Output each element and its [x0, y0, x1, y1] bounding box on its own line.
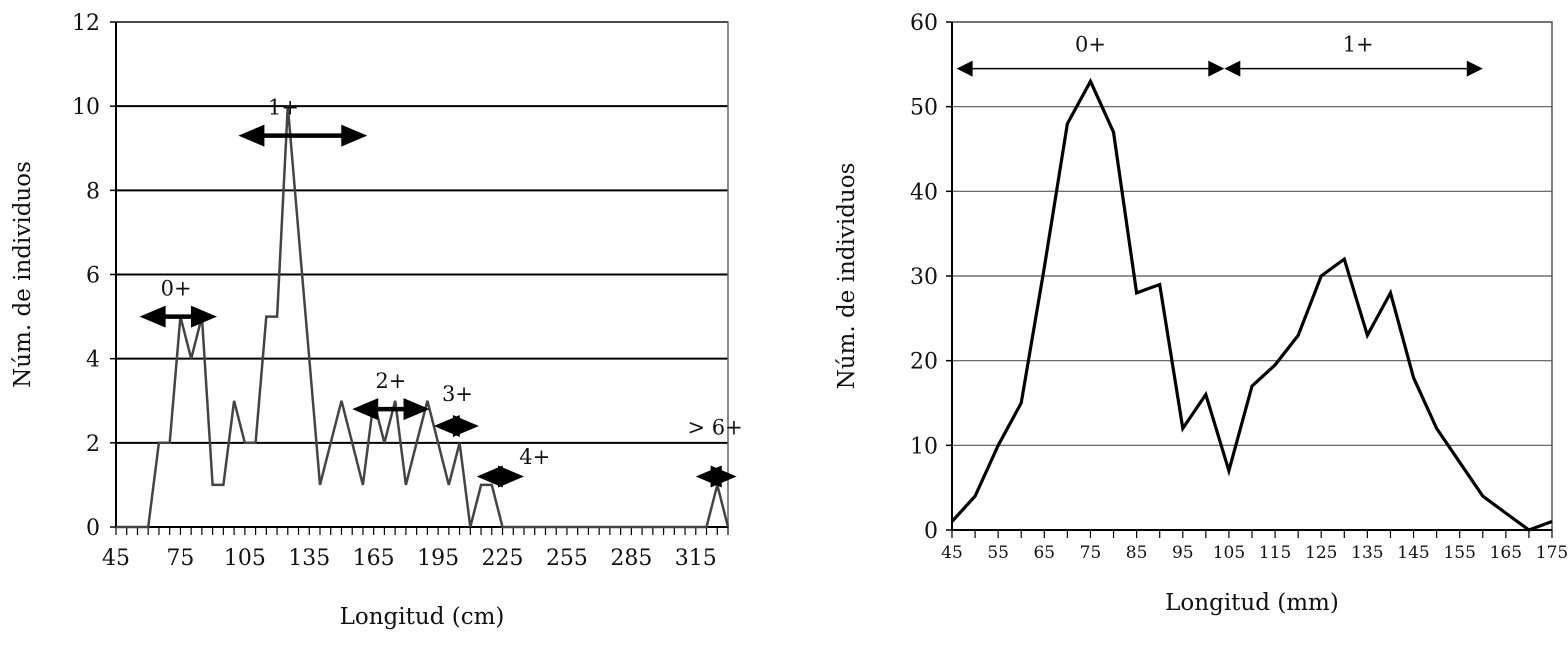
y-axis-title: Núm. de individuos	[10, 161, 36, 388]
x-tick-label: 135	[1351, 543, 1383, 563]
x-tick-label: 45	[941, 543, 963, 563]
arrow-head-right	[1208, 60, 1225, 77]
arrow-head-left	[476, 465, 503, 488]
age-arrow	[1224, 60, 1483, 77]
x-tick-label: 65	[1033, 543, 1055, 563]
arrow-head-left	[1224, 60, 1241, 77]
arrow-head-right	[710, 465, 737, 488]
age-arrow	[433, 415, 479, 437]
x-tick-label: 125	[1305, 543, 1337, 563]
y-tick-label: 10	[72, 95, 100, 120]
x-tick-label: 175	[1536, 543, 1568, 563]
arrow-head-left	[352, 398, 379, 421]
age-arrow	[956, 60, 1225, 77]
chart-2: 0 10 20 30 40 50 60 45 55 65 75 85 95 105 115 125 135 145…	[834, 11, 1568, 616]
y-tick-label: 40	[910, 180, 938, 205]
x-tick-label: 165	[353, 546, 395, 571]
age-class-label: > 6+	[687, 415, 742, 439]
chart-1: 0 2 4 6 8 10 12 45 75 105 135 165 195 225 255 285 315 0+ 1…	[10, 11, 743, 630]
x-tick-label: 195	[417, 546, 459, 571]
x-tick-label: 315	[675, 546, 717, 571]
y-tick-label: 4	[86, 348, 100, 373]
x-tick-label: 145	[1397, 543, 1429, 563]
age-arrow	[139, 305, 217, 328]
age-class-label: 4+	[519, 445, 550, 469]
age-class-label: 2+	[375, 369, 406, 393]
arrow-head-right	[341, 124, 368, 147]
x-tick-label: 225	[482, 546, 524, 571]
x-tick-label: 135	[288, 546, 330, 571]
y-tick-label: 12	[72, 11, 100, 36]
x-tick-label: 95	[1172, 543, 1194, 563]
age-arrow	[352, 398, 430, 421]
age-class-label: 0+	[1075, 33, 1106, 57]
series-line	[116, 106, 730, 529]
arrow-head-left	[956, 60, 973, 77]
x-tick-label: 155	[1443, 543, 1475, 563]
arrow-head-left	[139, 305, 166, 328]
y-tick-label: 10	[910, 434, 938, 459]
age-class-label: 1+	[1343, 33, 1374, 57]
y-tick-label: 20	[910, 350, 938, 375]
x-tick-label: 255	[546, 546, 588, 571]
x-tick-label: 75	[166, 546, 194, 571]
x-tick-label: 285	[610, 546, 652, 571]
arrow-head-right	[1466, 60, 1483, 77]
arrow-head-right	[452, 415, 479, 437]
y-tick-label: 0	[86, 516, 100, 541]
arrow-head-right	[498, 465, 524, 488]
x-tick-label: 75	[1080, 543, 1102, 563]
x-tick-label: 115	[1259, 543, 1291, 563]
y-tick-label: 30	[910, 265, 938, 290]
x-axis-title: Longitud (cm)	[340, 604, 505, 630]
age-arrow	[476, 465, 524, 488]
y-tick-label: 6	[86, 264, 100, 289]
series-line	[950, 77, 1553, 532]
y-tick-label: 0	[924, 519, 938, 544]
age-class-label: 1+	[268, 96, 299, 120]
y-axis-title: Núm. de individuos	[834, 163, 860, 390]
x-tick-label: 45	[102, 546, 130, 571]
age-class-label: 3+	[442, 382, 473, 406]
age-arrow	[695, 465, 737, 488]
x-tick-label: 105	[224, 546, 266, 571]
x-tick-label: 105	[1213, 543, 1245, 563]
x-tick-label: 85	[1126, 543, 1148, 563]
x-axis-title: Longitud (mm)	[1165, 590, 1339, 616]
y-tick-label: 2	[86, 432, 100, 457]
age-class-label: 0+	[161, 277, 192, 301]
x-tick-label: 165	[1490, 543, 1522, 563]
age-arrow	[238, 124, 368, 147]
y-tick-label: 50	[910, 96, 938, 121]
arrow-head-right	[190, 305, 217, 328]
arrow-head-left	[238, 124, 265, 147]
y-tick-label: 60	[910, 11, 938, 36]
arrow-head-right	[403, 398, 430, 421]
y-tick-label: 8	[86, 179, 100, 204]
x-tick-label: 55	[987, 543, 1009, 563]
